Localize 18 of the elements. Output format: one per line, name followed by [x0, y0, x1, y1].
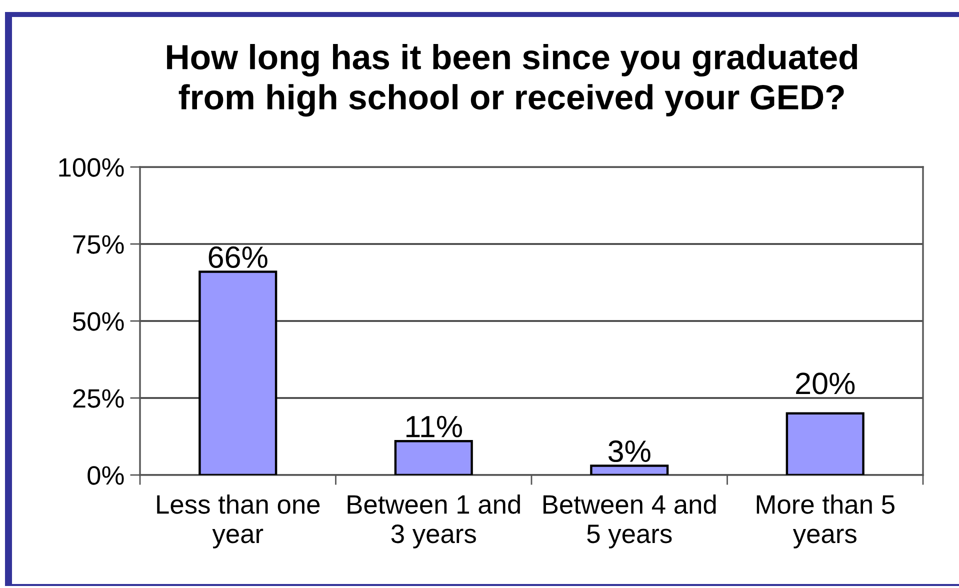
bar — [590, 464, 669, 475]
x-tick-label: More than 5 years — [756, 494, 894, 548]
x-tick-label: Between 1 and 3 years — [348, 494, 520, 548]
y-tick-label: 25% — [73, 389, 124, 408]
y-tick-label: 75% — [73, 235, 124, 254]
data-label: 66% — [208, 246, 268, 268]
data-label: 11% — [406, 416, 462, 438]
y-tick-label: 100% — [59, 158, 124, 177]
y-tick-label: 50% — [72, 312, 124, 331]
y-tick-label: 0% — [88, 466, 124, 485]
bar — [394, 440, 473, 475]
x-tick-label: Between 4 and 5 years — [544, 494, 716, 548]
data-label: 3% — [608, 440, 650, 462]
bar — [786, 412, 864, 475]
data-label: 20% — [796, 372, 855, 394]
chart-title: How long has it been since you graduated from high school or received your GED? — [167, 44, 858, 117]
bar — [198, 270, 278, 475]
x-tick-label: Less than one year — [157, 494, 320, 548]
